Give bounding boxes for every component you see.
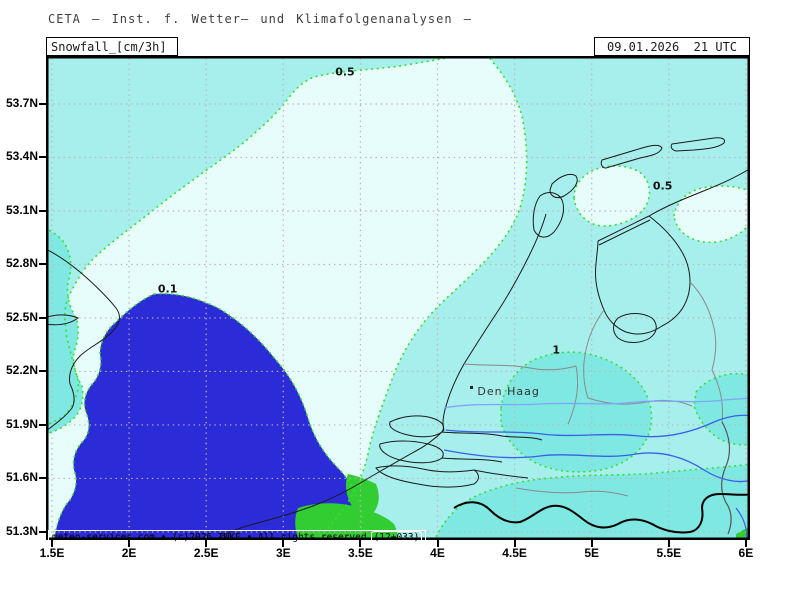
lat-tick-label: 51.6N bbox=[5, 470, 38, 485]
lat-tick bbox=[39, 209, 46, 212]
lat-tick-label: 51.9N bbox=[5, 416, 38, 431]
coastline-zeeland-belgium bbox=[212, 429, 445, 540]
ijsselmeer-shore bbox=[595, 215, 691, 335]
map-border-frame bbox=[46, 56, 750, 540]
contour-1-denhaag bbox=[500, 351, 653, 473]
river-rhine-north bbox=[443, 397, 750, 409]
delta-island-3 bbox=[375, 465, 479, 488]
island-terschelling bbox=[600, 144, 663, 169]
lon-tick bbox=[667, 540, 670, 547]
lat-tick bbox=[39, 530, 46, 533]
island-ameland bbox=[670, 137, 725, 152]
lon-tick-label: 5E bbox=[584, 546, 600, 560]
model-run-info: (12+033) bbox=[370, 531, 423, 544]
lat-tick-label: 51.3N bbox=[5, 523, 38, 538]
map-area: 0.5 0.1 0.5 1 Den Haag meteo-services.com • … bbox=[46, 56, 750, 545]
fill-teal-denhaag bbox=[501, 352, 652, 472]
coastline-northholland-tip bbox=[532, 192, 565, 238]
coastline-friesland bbox=[648, 167, 750, 217]
fill-green-patch-north bbox=[345, 474, 379, 514]
lon-tick-label: 6E bbox=[738, 546, 754, 560]
product-title-box: Snowfall_[cm/3h] bbox=[46, 37, 178, 56]
lat-tick-label: 53.1N bbox=[5, 202, 38, 217]
lon-tick-label: 2E bbox=[121, 546, 137, 560]
copyright-text: meteo-services.com • (c)2026 IWKF • All … bbox=[52, 532, 367, 543]
lon-tick-label: 5.5E bbox=[656, 546, 682, 560]
lon-tick bbox=[590, 540, 593, 547]
lat-tick bbox=[39, 370, 46, 373]
lat-tick-label: 52.8N bbox=[5, 256, 38, 271]
lon-tick bbox=[513, 540, 516, 547]
lat-tick bbox=[39, 103, 46, 105]
lon-tick-label: 4E bbox=[430, 546, 445, 560]
lat-tick-label: 53.7N bbox=[5, 96, 38, 110]
island-texel bbox=[549, 173, 578, 199]
delta-estuary-lines bbox=[441, 431, 543, 479]
afsluitdijk-dam bbox=[597, 215, 651, 246]
lon-tick bbox=[51, 540, 53, 547]
belgian-border bbox=[453, 492, 750, 534]
contour-east-patch bbox=[693, 372, 750, 446]
graticule-grid bbox=[48, 58, 748, 538]
lon-tick bbox=[205, 540, 208, 547]
lon-tick bbox=[282, 540, 285, 547]
contour-south-band bbox=[434, 463, 750, 540]
lat-tick bbox=[39, 263, 46, 266]
fill-pale-oval-east bbox=[674, 185, 750, 243]
lon-tick bbox=[359, 540, 362, 547]
river-waal bbox=[445, 414, 750, 438]
lat-tick bbox=[39, 156, 46, 159]
coastline-england bbox=[46, 248, 120, 432]
lon-tick-label: 4.5E bbox=[502, 546, 527, 560]
lat-tick bbox=[39, 477, 46, 480]
valid-time: 09.01.2026 21 UTC bbox=[606, 39, 738, 54]
province-borders bbox=[463, 281, 723, 497]
coastline-england-estuary bbox=[46, 314, 80, 326]
lon-tick bbox=[436, 540, 439, 547]
lon-tick-label: 3.5E bbox=[348, 546, 373, 560]
org-header: CETA – Inst. f. Wetter– und Klimafolgena… bbox=[48, 12, 473, 26]
river-maas bbox=[443, 449, 750, 483]
product-title: Snowfall_[cm/3h] bbox=[51, 39, 167, 54]
german-border bbox=[721, 421, 732, 535]
valid-time-box: 09.01.2026 21 UTC bbox=[594, 37, 750, 56]
lon-tick-label: 2.5E bbox=[193, 546, 219, 560]
snowfall-map-svg bbox=[46, 56, 750, 540]
lon-tick bbox=[128, 540, 131, 547]
lat-tick-label: 53.4N bbox=[5, 149, 38, 164]
lat-tick bbox=[39, 316, 46, 319]
contour-0p5-oval-east bbox=[673, 185, 750, 244]
lon-tick bbox=[744, 540, 747, 547]
lat-tick-label: 52.2N bbox=[5, 363, 38, 378]
lon-tick-label: 3E bbox=[275, 546, 291, 560]
fill-teal-south-band bbox=[434, 464, 750, 540]
contour-0p1-blob bbox=[53, 292, 364, 540]
copyright-notice: meteo-services.com • (c)2026 IWKF • All … bbox=[48, 530, 427, 545]
lat-tick bbox=[39, 423, 46, 426]
fill-teal-england bbox=[46, 228, 83, 434]
lon-tick-label: 1.5E bbox=[39, 546, 65, 560]
flevoland-outline bbox=[613, 313, 657, 343]
lat-tick-label: 52.5N bbox=[5, 309, 38, 324]
